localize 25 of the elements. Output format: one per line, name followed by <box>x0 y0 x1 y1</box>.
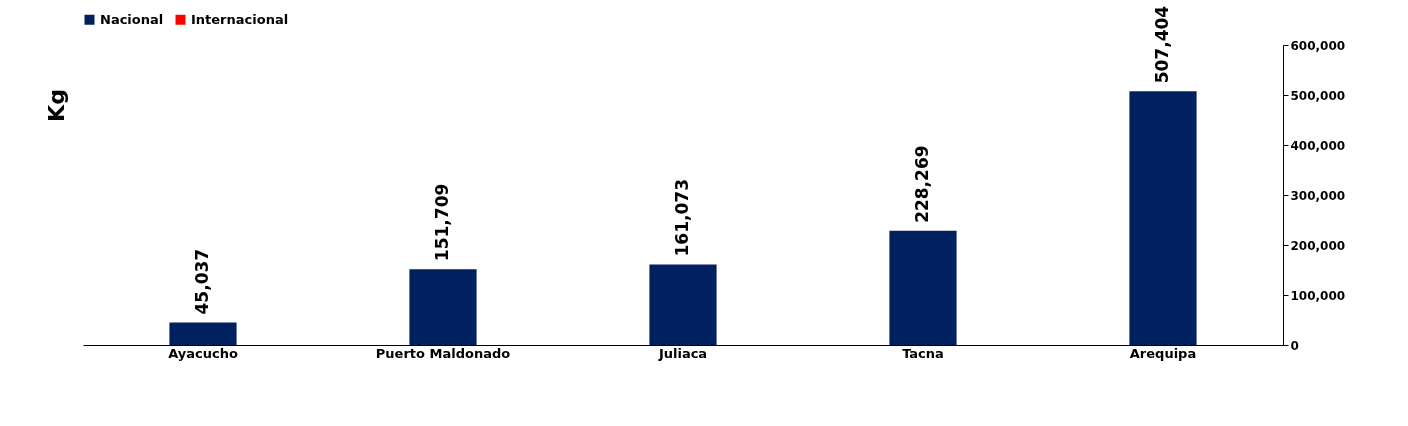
y-tick-label: 400,000 <box>1290 138 1346 153</box>
x-tick-label: Ayacucho <box>168 345 238 361</box>
y-tick-label: 100,000 <box>1290 288 1346 303</box>
x-tick-label: Juliaca <box>657 345 708 361</box>
y-tick-label: 500,000 <box>1290 88 1346 103</box>
bar <box>649 264 717 345</box>
y-tick-label: 0 <box>1290 338 1299 353</box>
data-label: 151,709 <box>432 183 452 262</box>
legend-label: Nacional <box>100 11 164 27</box>
data-label: 161,073 <box>672 179 692 257</box>
y-tick-label: 300,000 <box>1290 188 1346 203</box>
data-label: 228,269 <box>912 145 932 223</box>
x-tick-label: Tacna <box>902 345 944 361</box>
data-label: 45,037 <box>192 248 212 315</box>
bar <box>889 230 957 345</box>
y-axis-title: Kg <box>43 89 69 122</box>
bar <box>409 269 477 345</box>
legend-label: Internacional <box>191 11 289 27</box>
y-tick-label: 600,000 <box>1290 38 1346 53</box>
data-label: 507,404 <box>1152 5 1172 84</box>
x-tick-label: Arequipa <box>1129 345 1197 361</box>
x-tick-label: Puerto Maldonado <box>375 345 511 361</box>
bar <box>1129 91 1197 345</box>
y-tick-label: 200,000 <box>1290 238 1346 253</box>
bar <box>169 322 237 345</box>
